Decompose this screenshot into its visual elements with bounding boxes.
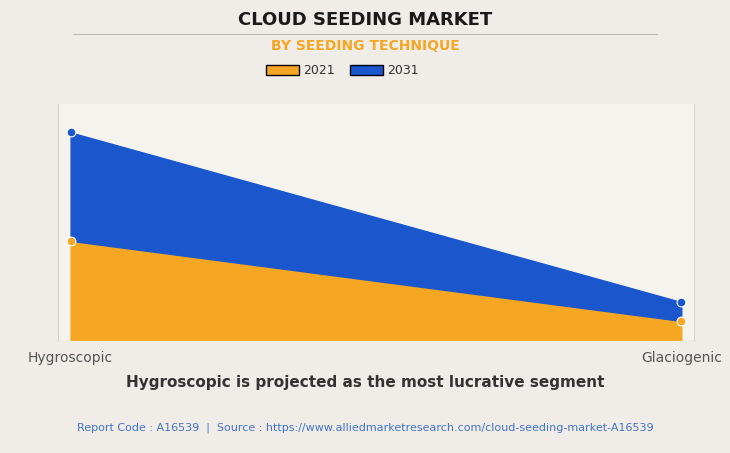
Point [675, 317, 687, 324]
Text: 2021: 2021 [303, 64, 334, 77]
Point [65, 237, 77, 245]
Point [675, 299, 687, 306]
Text: 2031: 2031 [387, 64, 418, 77]
Text: Report Code : A16539  |  Source : https://www.alliedmarketresearch.com/cloud-see: Report Code : A16539 | Source : https://… [77, 423, 653, 434]
Point [65, 129, 77, 136]
Text: Hygroscopic is projected as the most lucrative segment: Hygroscopic is projected as the most luc… [126, 375, 604, 390]
Text: BY SEEDING TECHNIQUE: BY SEEDING TECHNIQUE [271, 39, 459, 53]
Text: CLOUD SEEDING MARKET: CLOUD SEEDING MARKET [238, 11, 492, 29]
